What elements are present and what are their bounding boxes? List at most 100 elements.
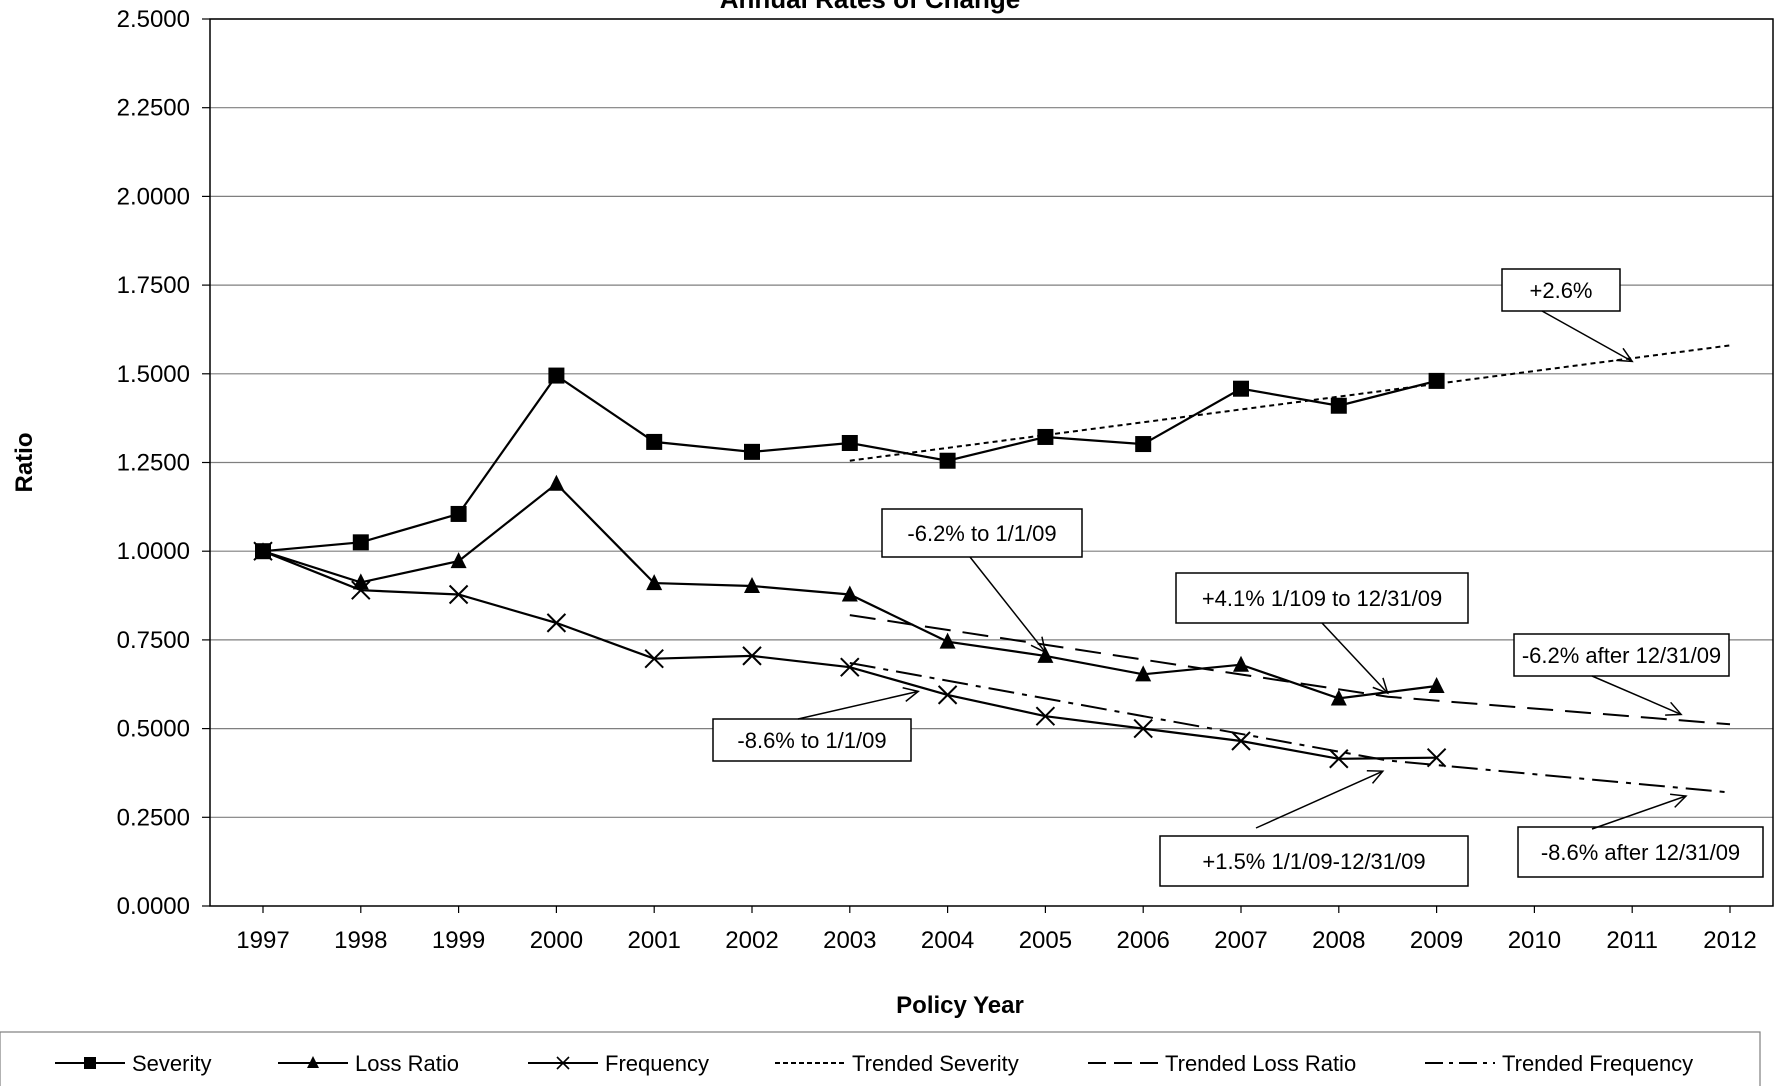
y-tick-label: 1.7500 xyxy=(117,272,190,299)
annotation-label: -8.6% to 1/1/09 xyxy=(737,728,886,753)
legend-label: Trended Loss Ratio xyxy=(1165,1051,1356,1076)
legend-label: Trended Frequency xyxy=(1502,1051,1693,1076)
series-frequency xyxy=(253,541,1447,769)
annotations: +2.6% -6.2% to 1/1/09 +4.1% 1/109 to 12/31… xyxy=(712,268,1764,887)
x-tick-label: 2006 xyxy=(1117,927,1170,954)
x-tick-label: 2000 xyxy=(530,927,583,954)
legend-label: Trended Severity xyxy=(852,1051,1019,1076)
y-tick-label: 0.2500 xyxy=(117,804,190,831)
annotation: -8.6% after 12/31/09 xyxy=(1517,793,1764,878)
series-line xyxy=(262,374,1437,553)
series-trended-severity xyxy=(849,344,1731,462)
x-tick-label: 2008 xyxy=(1312,927,1365,954)
x-tick-label: 2012 xyxy=(1703,927,1756,954)
legend-marker xyxy=(84,1057,96,1069)
data-point xyxy=(644,648,664,669)
x-tick-label: 1998 xyxy=(334,927,387,954)
annotation-arrow xyxy=(1321,622,1389,694)
annotation-arrow xyxy=(969,556,1046,653)
y-tick-label: 0.5000 xyxy=(117,716,190,743)
data-point xyxy=(840,657,860,677)
annotation-label: -6.2% to 1/1/09 xyxy=(907,521,1056,546)
data-point xyxy=(1035,706,1056,726)
annotation-arrowhead xyxy=(1030,636,1047,654)
data-point xyxy=(352,534,369,551)
data-point xyxy=(1330,397,1347,414)
data-point xyxy=(1135,665,1152,682)
data-point xyxy=(841,585,858,602)
annotation-arrowhead xyxy=(902,687,920,702)
y-tick-label: 2.0000 xyxy=(117,183,190,210)
x-tick-label: 2002 xyxy=(725,927,778,954)
annotation-arrowhead xyxy=(1366,769,1385,784)
data-point xyxy=(646,574,663,591)
data-point xyxy=(1231,731,1251,751)
legend-label: Loss Ratio xyxy=(355,1051,459,1076)
series-line xyxy=(849,614,1731,726)
annotation: +4.1% 1/109 to 12/31/09 xyxy=(1175,572,1469,695)
legend-marker xyxy=(556,1056,570,1070)
annotation-box xyxy=(712,718,912,762)
data-point xyxy=(939,452,956,469)
annotation-box xyxy=(1513,633,1730,677)
data-point xyxy=(548,367,565,384)
x-tick-label: 2007 xyxy=(1214,927,1267,954)
chart-title: Annual Rates of Change xyxy=(720,0,1020,14)
data-point xyxy=(450,552,467,569)
annotation: +1.5% 1/1/09-12/31/09 xyxy=(1159,769,1469,887)
annotation: +2.6% xyxy=(1501,268,1634,363)
series-line xyxy=(849,344,1731,462)
legend-entry: Frequency xyxy=(528,1051,709,1076)
legend-entry: Trended Loss Ratio xyxy=(1088,1051,1356,1076)
annotation: -8.6% to 1/1/09 xyxy=(712,687,920,762)
legend: Severity Loss Ratio Frequency Trended Sever… xyxy=(0,1031,1761,1086)
annotation-arrowhead xyxy=(1670,793,1688,808)
y-tick-label: 0.7500 xyxy=(117,627,190,654)
data-point xyxy=(546,613,567,633)
x-tick-label: 1997 xyxy=(236,927,289,954)
legend-entry: Trended Severity xyxy=(775,1051,1019,1076)
data-point xyxy=(1329,749,1349,769)
data-point xyxy=(646,433,663,450)
legend-entry: Loss Ratio xyxy=(278,1051,459,1076)
x-tick-label: 2009 xyxy=(1410,927,1463,954)
legend-entry: Trended Frequency xyxy=(1425,1051,1693,1076)
annotation-label: +1.5% 1/1/09-12/31/09 xyxy=(1202,849,1425,874)
data-point xyxy=(1233,380,1249,397)
data-point xyxy=(448,584,469,605)
data-point xyxy=(548,474,565,491)
annotation-box xyxy=(1501,268,1621,312)
x-tick-label: 2011 xyxy=(1606,927,1658,954)
legend-label: Frequency xyxy=(605,1051,709,1076)
data-point xyxy=(351,580,371,600)
data-point xyxy=(1135,436,1152,453)
annotation-label: -6.2% after 12/31/09 xyxy=(1522,643,1721,668)
annotation-arrow xyxy=(1591,675,1682,716)
series-line xyxy=(849,662,1731,794)
annotation-arrow xyxy=(797,690,919,720)
data-point xyxy=(744,443,760,460)
legend-frame xyxy=(0,1031,1761,1086)
x-tick-label: 2001 xyxy=(628,927,681,954)
y-tick-label: 1.5000 xyxy=(117,361,190,388)
legend-label: Severity xyxy=(132,1051,211,1076)
x-tick-label: 1999 xyxy=(432,927,485,954)
data-point xyxy=(1233,655,1249,672)
data-point xyxy=(841,434,858,451)
annotation-box xyxy=(1517,826,1764,878)
annotation-arrowhead xyxy=(1616,347,1634,363)
legend-marker xyxy=(307,1056,319,1068)
x-tick-label: 2004 xyxy=(921,927,974,954)
y-tick-label: 2.5000 xyxy=(117,6,190,33)
annotation: -6.2% after 12/31/09 xyxy=(1513,633,1730,716)
data-point xyxy=(450,505,467,522)
series-lines xyxy=(253,344,1731,794)
annotation-box xyxy=(881,508,1083,558)
annotation-label: +2.6% xyxy=(1530,278,1593,303)
y-tick-label: 1.2500 xyxy=(117,450,190,477)
data-point xyxy=(742,646,762,666)
annotation-box xyxy=(1175,572,1469,624)
data-point xyxy=(1428,372,1445,389)
series-trended-frequency xyxy=(849,662,1731,794)
